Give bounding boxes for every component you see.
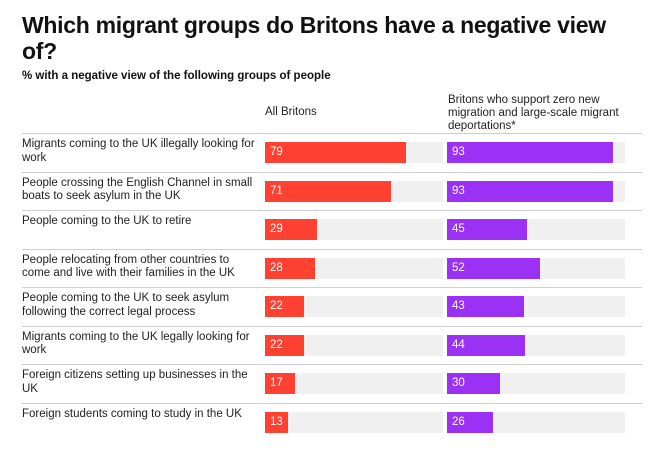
bar-track: 93 — [447, 142, 625, 163]
bar-track: 52 — [447, 257, 625, 279]
bar-track: 93 — [447, 180, 625, 202]
bar-track: 17 — [265, 373, 443, 394]
bar-all-britons: 28 — [265, 257, 315, 279]
data-label: 43 — [452, 300, 465, 312]
category-label: People coming to the UK to retire — [22, 215, 192, 227]
data-label: 44 — [452, 338, 465, 351]
category-label: People crossing the English Channel in s… — [22, 176, 253, 203]
bar-all-britons: 22 — [265, 296, 305, 317]
bar-track: 71 — [265, 180, 443, 202]
bar-zero-migration-supporters: 26 — [447, 411, 494, 433]
data-label: 52 — [452, 261, 465, 274]
data-label: 26 — [452, 415, 465, 428]
category-label: Migrants coming to the UK legally lookin… — [22, 330, 250, 357]
bar-track: 13 — [265, 411, 443, 433]
bar-all-britons: 29 — [265, 219, 317, 240]
bar-track: 22 — [265, 334, 443, 356]
data-label: 28 — [270, 261, 283, 274]
data-label: 17 — [270, 377, 283, 389]
data-label: 93 — [452, 146, 465, 158]
bar-track: 28 — [265, 257, 443, 279]
data-label: 29 — [270, 223, 283, 235]
series-header-zero-migration-supporters: Britons who support zero new migration a… — [448, 94, 619, 132]
data-label: 79 — [270, 146, 283, 158]
category-label: Foreign students coming to study in the … — [22, 407, 242, 420]
bar-zero-migration-supporters: 30 — [447, 373, 501, 394]
bar-zero-migration-supporters: 44 — [447, 334, 526, 356]
category-label: People relocating from other countries t… — [22, 253, 235, 280]
bar-all-britons: 71 — [265, 180, 392, 202]
chart-row: Foreign students coming to study in the … — [22, 402, 642, 442]
chart-title: Which migrant groups do Britons have a n… — [22, 12, 606, 64]
bar-track: 79 — [265, 142, 443, 163]
chart-row: People relocating from other countries t… — [22, 248, 642, 288]
category-label: Migrants coming to the UK illegally look… — [22, 138, 255, 164]
bar-zero-migration-supporters: 45 — [447, 219, 528, 240]
bar-zero-migration-supporters: 43 — [447, 296, 524, 317]
chart-row: People crossing the English Channel in s… — [22, 171, 642, 211]
bar-all-britons: 17 — [265, 373, 296, 394]
bar-all-britons: 79 — [265, 142, 406, 163]
bar-track: 45 — [447, 219, 625, 240]
bar-zero-migration-supporters: 52 — [447, 257, 540, 279]
chart-row: People coming to the UK to seek asylum f… — [22, 287, 642, 326]
data-label: 22 — [270, 338, 283, 351]
bar-track: 44 — [447, 334, 625, 356]
chart-row: Foreign citizens setting up businesses i… — [22, 364, 642, 403]
data-label: 71 — [270, 184, 283, 197]
data-label: 13 — [270, 415, 283, 428]
chart-rows: Migrants coming to the UK illegally look… — [22, 133, 642, 441]
chart-subtitle: % with a negative view of the following … — [22, 70, 331, 82]
data-label: 30 — [452, 377, 465, 389]
chart-row: Migrants coming to the UK legally lookin… — [22, 325, 642, 365]
series-header-all-britons: All Britons — [265, 106, 317, 118]
bar-track: 22 — [265, 296, 443, 317]
category-label: Foreign citizens setting up businesses i… — [22, 369, 248, 395]
bar-all-britons: 22 — [265, 334, 305, 356]
bar-track: 43 — [447, 296, 625, 317]
category-label: People coming to the UK to seek asylum f… — [22, 292, 230, 318]
data-label: 45 — [452, 223, 465, 235]
bar-zero-migration-supporters: 93 — [447, 180, 613, 202]
bar-track: 26 — [447, 411, 625, 433]
data-label: 22 — [270, 300, 283, 312]
bar-zero-migration-supporters: 93 — [447, 142, 613, 163]
chart-row: Migrants coming to the UK illegally look… — [22, 133, 642, 172]
chart-row: People coming to the UK to retire 29 45 — [22, 210, 642, 249]
bar-track: 29 — [265, 219, 443, 240]
data-label: 93 — [452, 184, 465, 197]
bar-track: 30 — [447, 373, 625, 394]
bar-all-britons: 13 — [265, 411, 289, 433]
